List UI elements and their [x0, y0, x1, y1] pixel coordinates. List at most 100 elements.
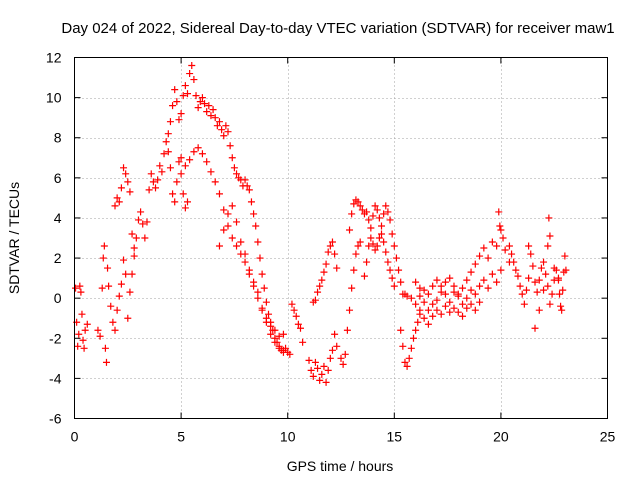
data-point	[386, 216, 394, 224]
data-point	[508, 250, 516, 258]
data-point	[177, 110, 185, 118]
data-point	[341, 350, 349, 358]
data-point	[324, 366, 332, 374]
data-point	[476, 298, 484, 306]
data-point	[194, 104, 202, 112]
data-point	[203, 108, 211, 116]
data-point	[215, 190, 223, 198]
data-point	[497, 266, 505, 274]
data-point	[542, 270, 550, 278]
data-point	[254, 288, 262, 296]
data-point	[134, 216, 142, 224]
data-point	[557, 302, 565, 310]
data-point	[128, 230, 136, 238]
data-point	[316, 376, 324, 384]
data-point	[267, 330, 275, 338]
data-point	[429, 300, 437, 308]
data-point	[333, 342, 341, 350]
data-point	[382, 248, 390, 256]
data-point	[424, 320, 432, 328]
data-point	[311, 358, 319, 366]
data-point	[441, 278, 449, 286]
data-point	[363, 258, 371, 266]
data-point	[245, 186, 253, 194]
data-point	[175, 158, 183, 166]
data-point	[173, 178, 181, 186]
data-point	[433, 296, 441, 304]
data-point	[166, 118, 174, 126]
data-point	[228, 154, 236, 162]
data-point	[424, 290, 432, 298]
data-point	[78, 310, 86, 318]
data-point	[333, 264, 341, 272]
data-point	[211, 178, 219, 186]
data-point	[243, 182, 251, 190]
data-point	[262, 314, 270, 322]
data-point	[241, 250, 249, 258]
data-point	[154, 176, 162, 184]
data-point	[83, 320, 91, 328]
data-point	[211, 114, 219, 122]
data-point	[388, 274, 396, 282]
data-point	[365, 216, 373, 224]
data-point	[152, 184, 160, 192]
data-point	[375, 234, 383, 242]
data-point	[446, 308, 454, 316]
data-point	[480, 244, 488, 252]
data-point	[181, 204, 189, 212]
data-point	[501, 246, 509, 254]
data-point	[262, 298, 270, 306]
data-point	[397, 326, 405, 334]
data-point	[311, 296, 319, 304]
data-point	[188, 62, 196, 70]
data-point	[556, 290, 564, 298]
data-point	[429, 282, 437, 290]
data-point	[107, 302, 115, 310]
data-point	[540, 286, 548, 294]
data-point	[318, 276, 326, 284]
y-tick-label: -6	[49, 411, 62, 427]
data-point	[499, 234, 507, 242]
data-point	[346, 306, 354, 314]
data-point	[145, 186, 153, 194]
data-point	[420, 298, 428, 306]
data-point	[365, 242, 373, 250]
data-point	[307, 366, 315, 374]
data-point	[437, 310, 445, 318]
data-point	[271, 338, 279, 346]
data-point	[412, 326, 420, 334]
data-point	[179, 92, 187, 100]
x-tick-label: 25	[600, 429, 616, 445]
data-point	[354, 198, 362, 206]
data-point	[120, 164, 128, 172]
data-point	[375, 214, 383, 222]
data-point	[382, 202, 390, 210]
data-point	[450, 282, 458, 290]
data-point	[537, 264, 545, 272]
data-point	[331, 330, 339, 338]
axis-ticks: 0 5 10 15 20 25 -6 -4 -2 0 2 4 6 8 10 12	[46, 50, 616, 445]
data-point	[484, 254, 492, 262]
x-tick-label: 15	[387, 429, 403, 445]
data-point	[476, 282, 484, 290]
data-point	[201, 100, 209, 108]
data-point	[314, 288, 322, 296]
data-point	[378, 230, 386, 238]
data-point	[126, 188, 134, 196]
data-point	[467, 268, 475, 276]
data-point	[467, 286, 475, 294]
data-point	[324, 248, 332, 256]
data-point	[117, 280, 125, 288]
data-point	[446, 298, 454, 306]
data-point	[198, 150, 206, 158]
data-point	[496, 222, 504, 230]
data-point	[328, 238, 336, 246]
data-point	[175, 116, 183, 124]
x-tick-label: 5	[177, 429, 185, 445]
data-point	[81, 326, 89, 334]
data-point	[177, 154, 185, 162]
data-point	[437, 282, 445, 290]
data-point	[207, 168, 215, 176]
data-point	[104, 264, 112, 272]
data-point	[171, 198, 179, 206]
